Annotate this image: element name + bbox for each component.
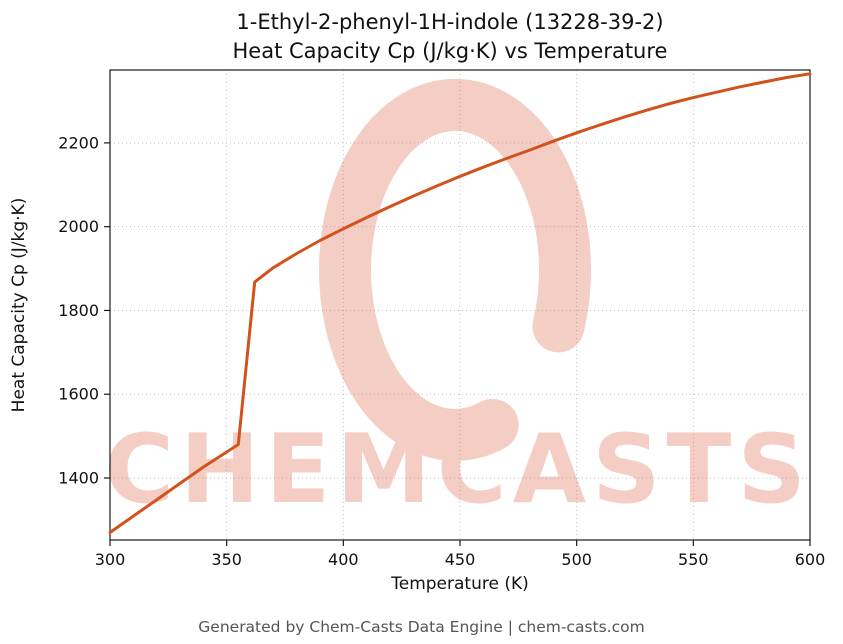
footer-credit: Generated by Chem-Casts Data Engine | ch…	[198, 618, 645, 636]
watermark-logo-icon	[319, 78, 592, 461]
x-tick-label: 350	[211, 550, 242, 569]
chart-title: 1-Ethyl-2-phenyl-1H-indole (13228-39-2) …	[90, 8, 810, 66]
y-axis-label: Heat Capacity Cp (J/kg·K)	[9, 198, 29, 413]
chart-title-line1: 1-Ethyl-2-phenyl-1H-indole (13228-39-2)	[236, 10, 664, 34]
x-tick-label: 500	[561, 550, 592, 569]
watermark-text: CHEMCASTS	[104, 415, 812, 525]
cp-curve	[108, 72, 812, 534]
y-tick-label: 1400	[58, 469, 99, 488]
watermark: CHEMCASTS	[104, 78, 812, 525]
x-axis-label: Temperature (K)	[390, 574, 529, 594]
x-tick-label: 400	[328, 550, 359, 569]
chart-title-line2: Heat Capacity Cp (J/kg·K) vs Temperature	[232, 38, 668, 63]
grid	[109, 70, 811, 540]
x-tick-label: 550	[678, 550, 709, 569]
y-tick-label: 2000	[58, 217, 99, 236]
axes: 300 350 400 450 500 550 600 1400 1600 1800 2000 220…	[58, 69, 826, 569]
watermark-logo-tail-icon	[392, 93, 528, 126]
y-tick-label: 1800	[58, 301, 99, 320]
y-tick-label: 2200	[58, 133, 99, 152]
x-tick-label: 300	[95, 550, 126, 569]
x-tick-label: 450	[445, 550, 476, 569]
y-tick-label: 1600	[58, 385, 99, 404]
x-tick-label: 600	[795, 550, 826, 569]
